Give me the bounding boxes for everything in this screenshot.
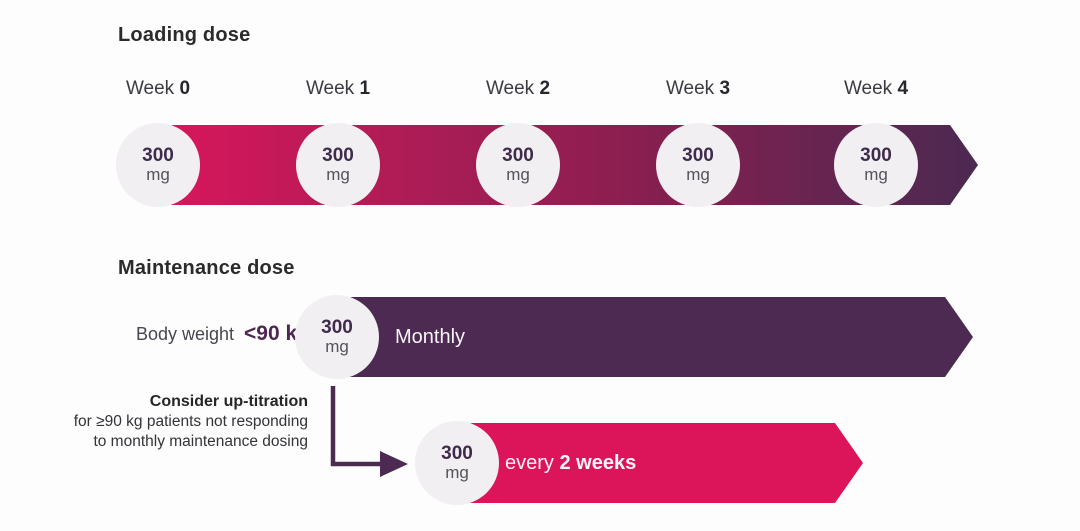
week-number: 2 [539, 78, 551, 99]
uptitration-connector-arrow-icon [330, 386, 408, 477]
week-3-label: Week 3 [666, 78, 730, 100]
dose-value: 300 [142, 145, 174, 167]
dose-circle-week-1: 300 mg [296, 123, 380, 207]
week-word: Week [125, 78, 175, 99]
frequency-bold: 2 weeks [559, 451, 637, 474]
dose-value: 300 [321, 317, 353, 339]
frequency-prefix: every [505, 451, 560, 474]
dose-value: 300 [441, 443, 473, 465]
body-weight-value: <90 kg [244, 322, 310, 345]
week-1-label: Week 1 [306, 78, 370, 100]
uptitration-note-line2: for ≥90 kg patients not responding [73, 413, 308, 430]
dose-circle-biweekly: 300 mg [415, 421, 499, 505]
dose-unit: mg [445, 463, 469, 483]
dose-circle-week-2: 300 mg [476, 123, 560, 207]
dose-unit: mg [325, 337, 349, 357]
dose-unit: mg [326, 165, 350, 185]
week-0-label: Week 0 [126, 78, 190, 100]
biweekly-dose-arrow: every 2 weeks [455, 423, 863, 503]
week-word: Week [305, 78, 355, 99]
week-word: Week [665, 78, 715, 99]
dose-value: 300 [682, 145, 714, 167]
monthly-dose-arrow: Monthly [335, 297, 973, 377]
uptitration-note-title: Consider up-titration [149, 393, 308, 410]
week-word: Week [843, 78, 893, 99]
body-weight-row: Body weight <90 kg [88, 322, 310, 346]
dose-circle-monthly: 300 mg [295, 295, 379, 379]
week-2-label: Week 2 [486, 78, 550, 100]
week-number: 1 [359, 78, 371, 99]
dose-unit: mg [146, 165, 170, 185]
dose-value: 300 [502, 145, 534, 167]
biweekly-frequency-label: every 2 weeks [505, 452, 636, 475]
dose-unit: mg [686, 165, 710, 185]
uptitration-note: Consider up-titration for ≥90 kg patient… [8, 392, 308, 452]
uptitration-note-line3: to monthly maintenance dosing [93, 433, 308, 450]
dose-unit: mg [506, 165, 530, 185]
dose-value: 300 [322, 145, 354, 167]
loading-dose-title: Loading dose [118, 24, 251, 46]
dose-circle-week-3: 300 mg [656, 123, 740, 207]
week-4-label: Week 4 [844, 78, 908, 100]
dose-circle-week-0: 300 mg [116, 123, 200, 207]
monthly-frequency-label: Monthly [395, 325, 466, 348]
dose-circle-week-4: 300 mg [834, 123, 918, 207]
body-weight-label: Body weight [135, 324, 235, 344]
week-number: 0 [179, 78, 191, 99]
week-number: 3 [719, 78, 731, 99]
week-number: 4 [897, 78, 909, 99]
dose-unit: mg [864, 165, 888, 185]
dose-value: 300 [860, 145, 892, 167]
week-word: Week [485, 78, 535, 99]
maintenance-dose-title: Maintenance dose [118, 257, 295, 279]
